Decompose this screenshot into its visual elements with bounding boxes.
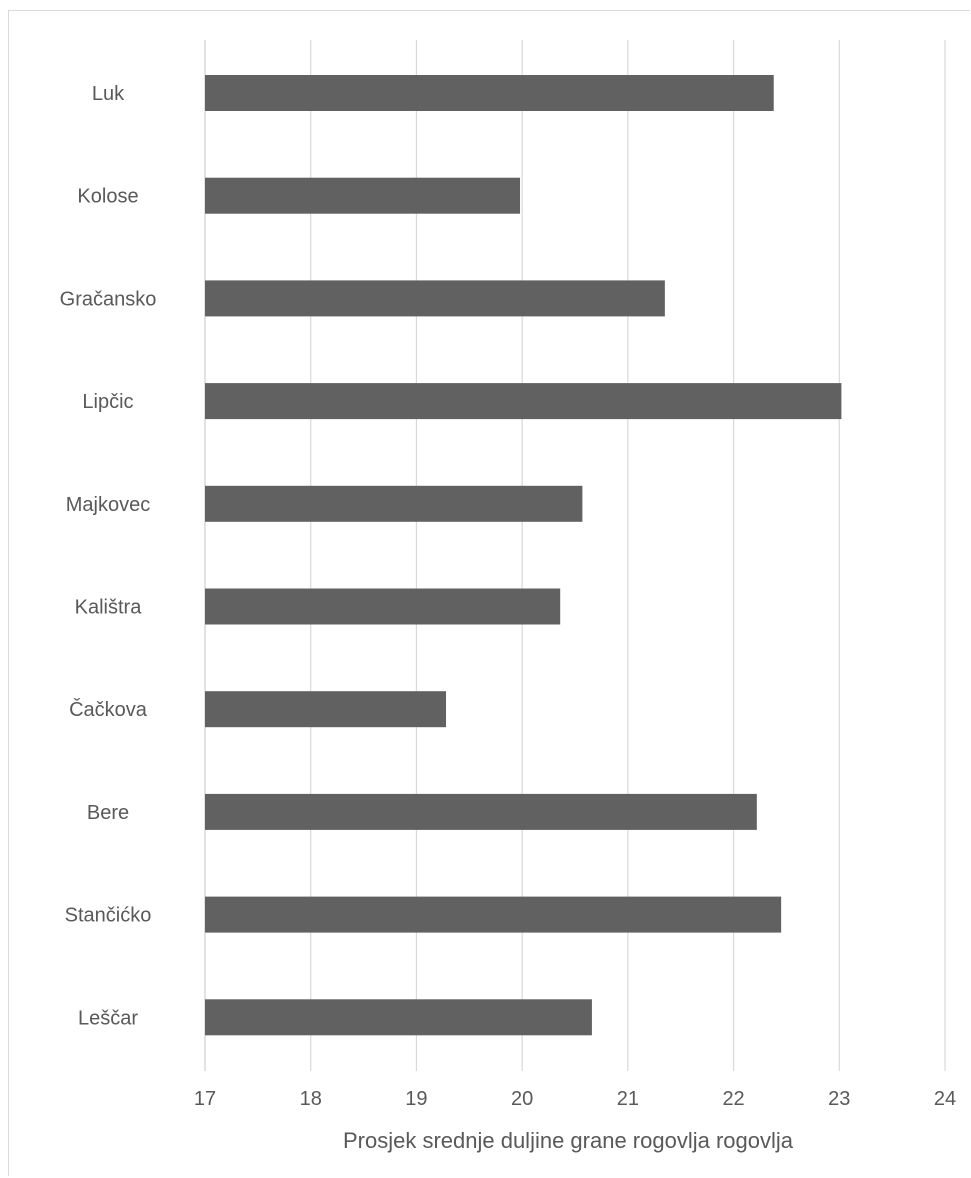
category-labels: Luk Kolose Gračansko Lipčic Majkovec Kalištra… xyxy=(60,83,157,1029)
category-label: Gračansko xyxy=(60,288,157,310)
category-label: Kolose xyxy=(77,186,138,208)
chart-frame xyxy=(8,10,970,1176)
bar xyxy=(205,75,774,111)
x-tick-label: 23 xyxy=(828,1088,850,1110)
x-tick-label: 17 xyxy=(194,1088,216,1110)
bar xyxy=(205,691,447,728)
bar xyxy=(205,896,782,933)
x-tick-label: 22 xyxy=(722,1088,744,1110)
x-tick-label: 24 xyxy=(934,1088,956,1110)
category-label: Kalištra xyxy=(75,597,143,619)
bar xyxy=(205,177,521,214)
bar xyxy=(205,383,842,420)
category-label: Bere xyxy=(87,802,129,824)
category-label: Lipčic xyxy=(82,391,133,413)
x-tick-label: 19 xyxy=(405,1088,427,1110)
category-label: Čačkova xyxy=(69,698,148,721)
category-label: Stančićko xyxy=(65,905,152,927)
category-label: Majkovec xyxy=(66,494,150,516)
bar xyxy=(205,999,592,1036)
x-tick-label: 20 xyxy=(511,1088,533,1110)
bar xyxy=(205,485,583,522)
bar xyxy=(205,588,561,625)
bar xyxy=(205,280,665,317)
bar xyxy=(205,793,757,830)
bars xyxy=(205,75,842,1036)
x-tick-labels: 17 18 19 20 21 22 23 24 xyxy=(194,1088,956,1110)
x-tick-label: 21 xyxy=(617,1088,639,1110)
category-label: Luk xyxy=(92,83,125,105)
category-label: Leščar xyxy=(78,1007,138,1029)
x-axis-title: Prosjek srednje duljine grane rogovlja r… xyxy=(343,1128,794,1153)
x-tick-label: 18 xyxy=(300,1088,322,1110)
